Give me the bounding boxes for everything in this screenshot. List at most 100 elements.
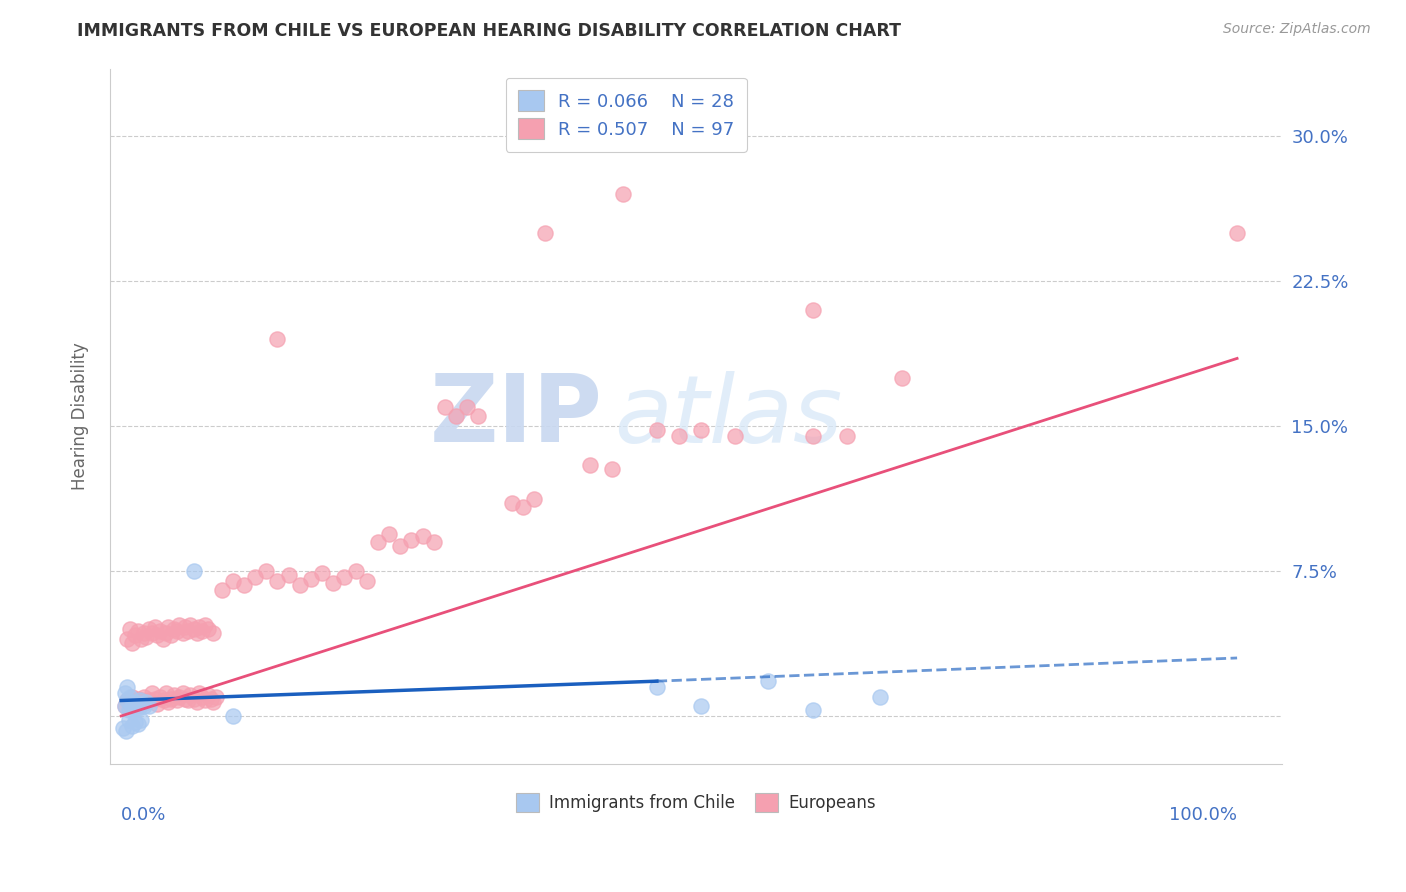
Point — [163, 688, 186, 702]
Point — [194, 693, 217, 707]
Point — [135, 695, 157, 709]
Point — [112, 721, 135, 735]
Point — [138, 693, 160, 707]
Point — [288, 577, 311, 591]
Point — [173, 620, 195, 634]
Point — [222, 574, 245, 588]
Point — [160, 691, 183, 706]
Point — [690, 699, 713, 714]
Point — [121, 635, 143, 649]
Point — [149, 690, 172, 704]
Point — [183, 622, 205, 636]
Text: 100.0%: 100.0% — [1168, 806, 1237, 824]
Point — [152, 693, 174, 707]
Point — [190, 690, 212, 704]
Point — [143, 691, 166, 706]
Point — [118, 713, 141, 727]
Point — [197, 688, 219, 702]
Point — [167, 618, 190, 632]
Point — [114, 699, 136, 714]
Point — [177, 693, 200, 707]
Point — [114, 686, 136, 700]
Text: atlas: atlas — [614, 371, 842, 462]
Point — [1226, 226, 1249, 240]
Point — [124, 695, 146, 709]
Point — [389, 539, 412, 553]
Point — [205, 690, 228, 704]
Point — [891, 370, 914, 384]
Point — [356, 574, 378, 588]
Point — [179, 688, 201, 702]
Point — [344, 564, 367, 578]
Point — [600, 461, 623, 475]
Point — [534, 226, 557, 240]
Point — [127, 691, 149, 706]
Point — [322, 575, 344, 590]
Point — [254, 564, 277, 578]
Point — [129, 693, 152, 707]
Point — [173, 691, 195, 706]
Point — [188, 620, 211, 634]
Text: 0.0%: 0.0% — [121, 806, 166, 824]
Point — [152, 632, 174, 646]
Point — [129, 699, 152, 714]
Point — [160, 628, 183, 642]
Point — [124, 714, 146, 729]
Text: IMMIGRANTS FROM CHILE VS EUROPEAN HEARING DISABILITY CORRELATION CHART: IMMIGRANTS FROM CHILE VS EUROPEAN HEARIN… — [77, 22, 901, 40]
Point — [211, 583, 233, 598]
Point — [201, 695, 224, 709]
Point — [146, 628, 169, 642]
Legend: Immigrants from Chile, Europeans: Immigrants from Chile, Europeans — [509, 786, 883, 819]
Point — [378, 527, 401, 541]
Point — [190, 624, 212, 638]
Point — [724, 428, 747, 442]
Point — [115, 693, 138, 707]
Point — [166, 693, 188, 707]
Point — [183, 564, 205, 578]
Point — [422, 535, 444, 549]
Point — [222, 709, 245, 723]
Point — [120, 698, 142, 712]
Point — [132, 625, 155, 640]
Point — [138, 622, 160, 636]
Point — [114, 724, 136, 739]
Point — [612, 187, 634, 202]
Point — [167, 690, 190, 704]
Point — [200, 691, 222, 706]
Point — [233, 577, 256, 591]
Point — [149, 624, 172, 638]
Point — [127, 716, 149, 731]
Point — [157, 695, 180, 709]
Point — [869, 690, 891, 704]
Point — [132, 690, 155, 704]
Point — [115, 693, 138, 707]
Point — [201, 625, 224, 640]
Point — [456, 400, 478, 414]
Point — [277, 567, 299, 582]
Point — [127, 624, 149, 638]
Point — [157, 620, 180, 634]
Point — [115, 632, 138, 646]
Point — [121, 690, 143, 704]
Point — [172, 625, 194, 640]
Point — [523, 492, 546, 507]
Point — [433, 400, 456, 414]
Point — [124, 628, 146, 642]
Point — [645, 423, 668, 437]
Point — [299, 572, 322, 586]
Point — [177, 624, 200, 638]
Point — [333, 570, 356, 584]
Point — [183, 691, 205, 706]
Point — [758, 674, 780, 689]
Point — [194, 618, 217, 632]
Point — [141, 625, 163, 640]
Point — [114, 699, 136, 714]
Point — [179, 618, 201, 632]
Point — [121, 718, 143, 732]
Point — [401, 533, 423, 547]
Point — [141, 686, 163, 700]
Point — [132, 699, 155, 714]
Point — [645, 680, 668, 694]
Point — [801, 303, 824, 318]
Point — [115, 680, 138, 694]
